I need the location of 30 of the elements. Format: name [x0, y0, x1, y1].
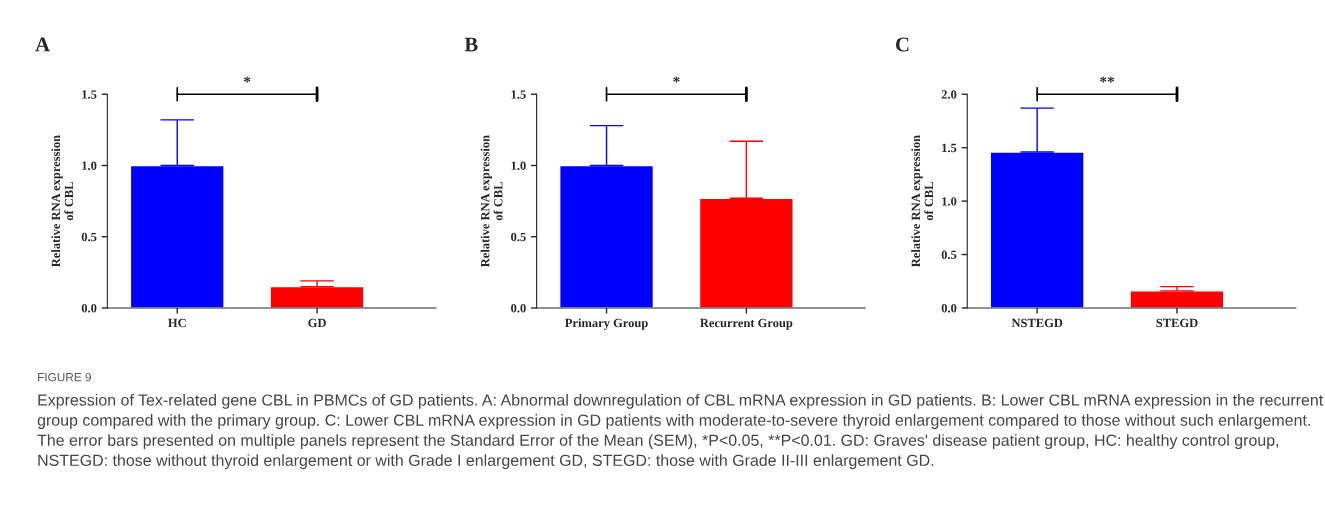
y-tick-label: 0.5 [941, 250, 957, 260]
chart-title: B [464, 37, 478, 52]
y-tick-label: 1.0 [942, 197, 957, 206]
x-tick-label: HC [168, 318, 186, 328]
y-tick-label: 1.5 [82, 90, 97, 99]
text: * [243, 76, 251, 83]
y-tick-label: 1.5 [511, 90, 526, 99]
caption: FIGURE 9 [38, 372, 91, 382]
y-axis-title: Relative RNA expression of CBL [51, 135, 74, 268]
y-tick-label: 1.5 [942, 143, 957, 153]
y-tick-label: 0.5 [81, 232, 97, 242]
text: * [673, 76, 680, 83]
chart-title: C [895, 37, 909, 52]
x-tick-label: GD [308, 318, 326, 328]
y-tick-label: 2.0 [941, 90, 957, 99]
x-tick-label: STEGD [1156, 318, 1198, 328]
y-tick-label: 0.5 [511, 232, 526, 242]
y-tick-label: 1.0 [82, 161, 97, 170]
x-tick-label: Recurrent Group [700, 318, 793, 330]
text: ** [1100, 76, 1115, 83]
y-tick-label: 1.0 [511, 161, 526, 170]
y-axis-title: Relative RNA expression of CBL [480, 135, 503, 268]
chart-title: A [35, 37, 50, 52]
y-axis-title: Relative RNA expression of CBL [911, 135, 934, 268]
x-tick-label: Primary Group [565, 318, 648, 330]
y-tick-label: 0.0 [511, 303, 526, 313]
x-tick-label: NSTEGD [1011, 318, 1063, 328]
y-tick-label: 0.0 [941, 303, 957, 313]
y-tick-label: 0.0 [81, 303, 97, 313]
text: Expression of Tex-related gene CBL in PBMCs of GD patients. A: Abnormal downregulation of CBL mRNA expression in GD patients. B: Lower CBL mRNA expression in the recurrent group compared with the primary group. C: Lower CBL mRNA expression in GD patients with moderate-to-severe thyroid enlargement compared to those without such enlargement. The error bars presented on multiple panels represent the Standard Error of the Mean (SEM), *P<0.05, **P<0.01. GD: Graves' disease patient group, HC: healthy control group, NSTEGD: those without thyroid enlargement or with Grade I enlargement GD, STEGD: those with Grade II-III enlargement GD. [37, 393, 1324, 470]
